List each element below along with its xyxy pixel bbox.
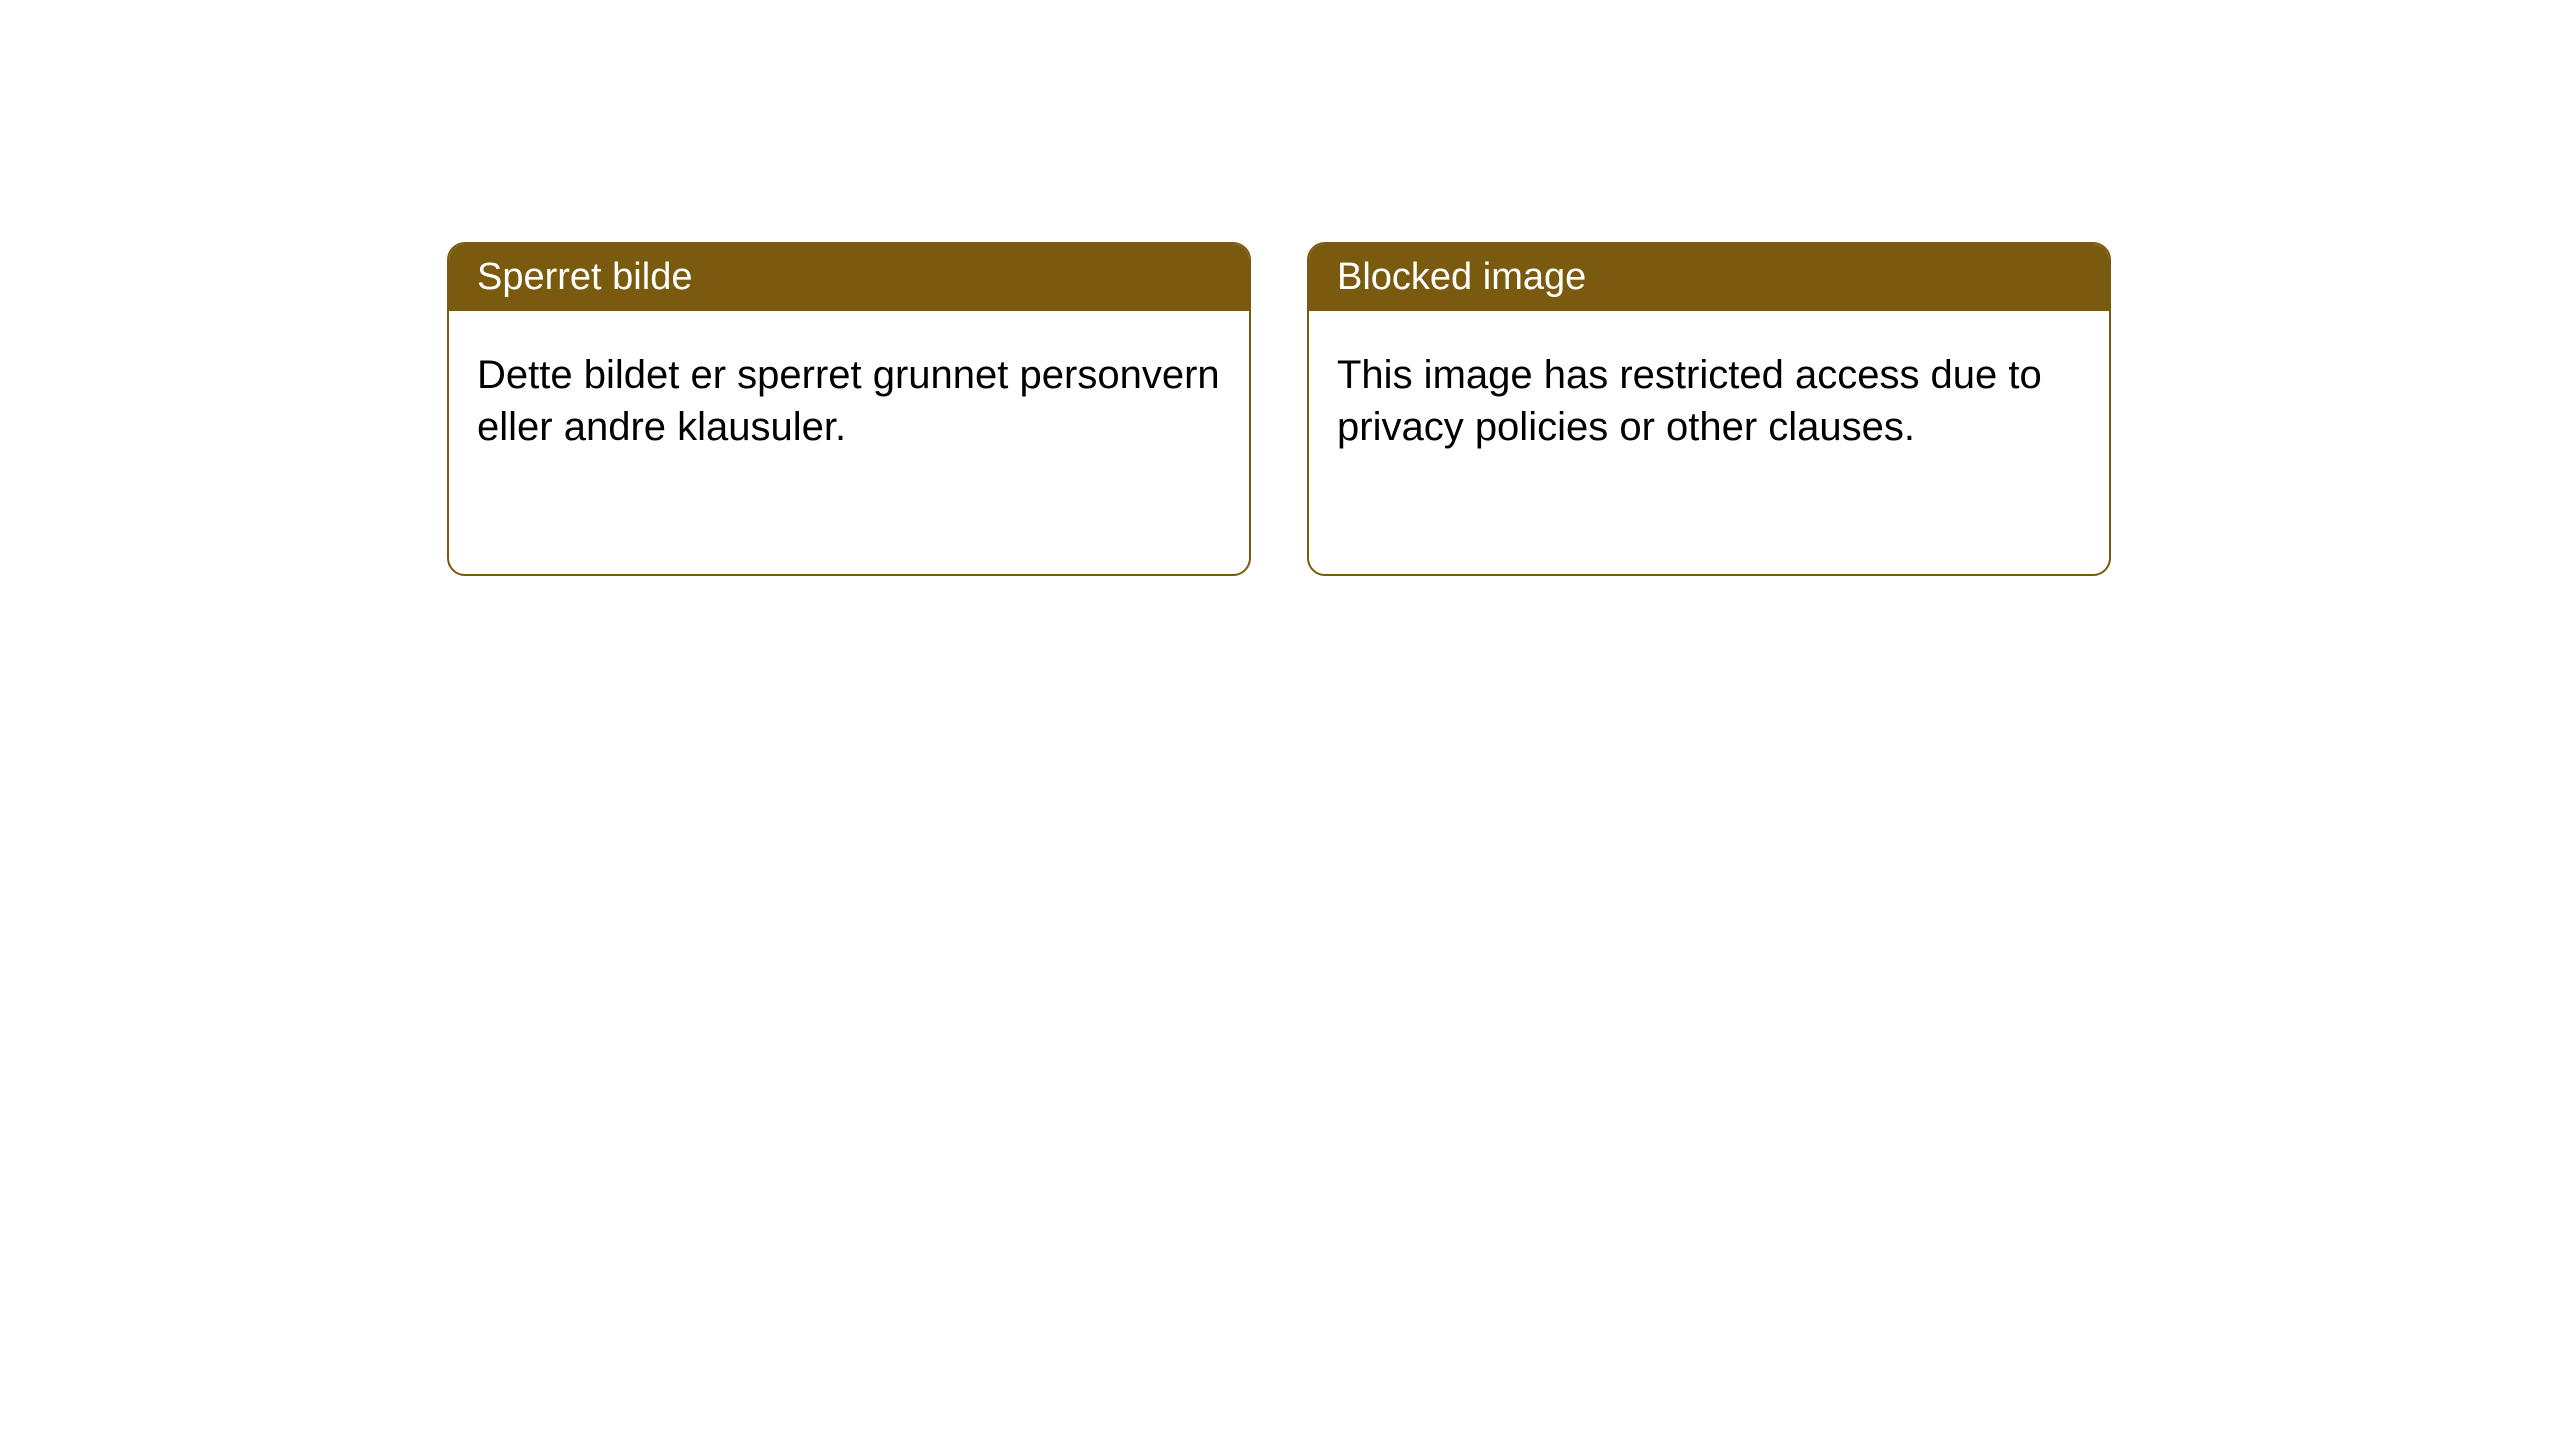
notice-card-header: Blocked image [1309, 244, 2109, 311]
notice-container: Sperret bilde Dette bildet er sperret gr… [0, 0, 2560, 576]
notice-body-text: Dette bildet er sperret grunnet personve… [477, 353, 1220, 449]
notice-body-text: This image has restricted access due to … [1337, 353, 2042, 449]
notice-card-body: Dette bildet er sperret grunnet personve… [449, 311, 1249, 491]
notice-title: Sperret bilde [477, 256, 692, 298]
notice-card-header: Sperret bilde [449, 244, 1249, 311]
notice-title: Blocked image [1337, 256, 1586, 298]
notice-card-body: This image has restricted access due to … [1309, 311, 2109, 491]
notice-card-norwegian: Sperret bilde Dette bildet er sperret gr… [447, 242, 1251, 576]
notice-card-english: Blocked image This image has restricted … [1307, 242, 2111, 576]
